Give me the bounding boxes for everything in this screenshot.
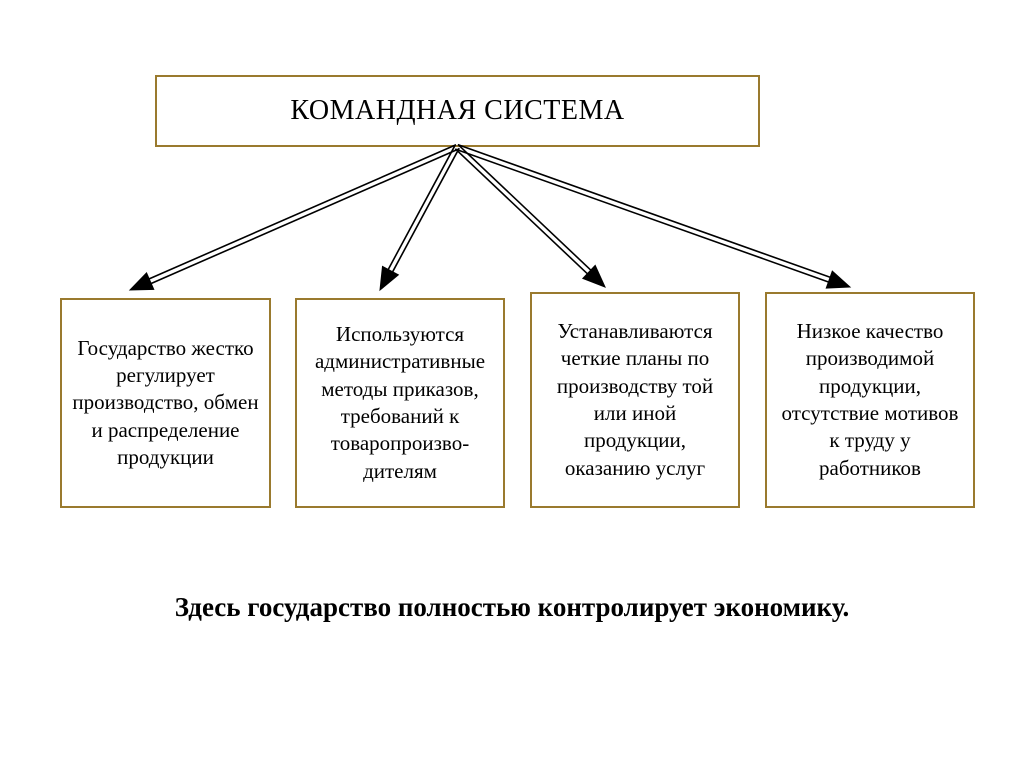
child-node-2: Устанавливаются четкие планы по производ… xyxy=(530,292,740,508)
title-node: КОМАНДНАЯ СИСТЕМА xyxy=(155,75,760,147)
child-text: Государство жестко регулирует производст… xyxy=(72,335,259,471)
footer-text: Здесь государство полностью контролирует… xyxy=(175,592,850,622)
child-text: Низкое качество производимой продукции, … xyxy=(777,318,963,482)
title-text: КОМАНДНАЯ СИСТЕМА xyxy=(290,93,624,129)
child-text: Используются административные методы при… xyxy=(307,321,493,485)
child-node-1: Используются административные методы при… xyxy=(295,298,505,508)
diagram-canvas: КОМАНДНАЯ СИСТЕМА Государство жестко рег… xyxy=(0,0,1024,767)
footer-text-container: Здесь государство полностью контролирует… xyxy=(100,592,924,623)
child-node-0: Государство жестко регулирует производст… xyxy=(60,298,271,508)
child-text: Устанавливаются четкие планы по производ… xyxy=(542,318,728,482)
child-node-3: Низкое качество производимой продукции, … xyxy=(765,292,975,508)
